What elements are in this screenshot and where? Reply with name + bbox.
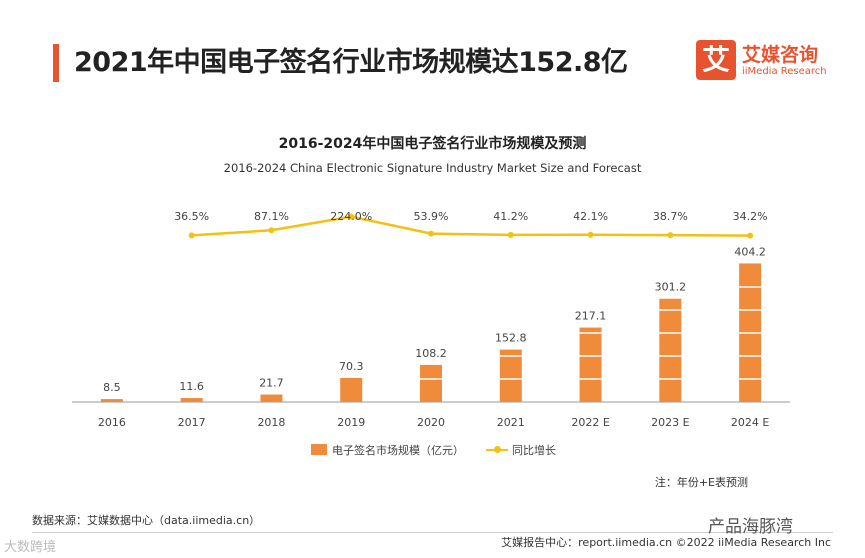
- growth-label: 38.7%: [653, 210, 688, 223]
- forecast-note: 注：年份+E表预测: [654, 476, 748, 489]
- chart-title: 2016-2024年中国电子签名行业市场规模及预测: [278, 136, 587, 152]
- brand-name-en: iiMedia Research: [742, 66, 827, 77]
- growth-label: 42.1%: [573, 210, 608, 223]
- growth-point: [188, 232, 195, 239]
- growth-point: [428, 230, 434, 237]
- brand-name-cn: 艾媒咨询: [742, 44, 819, 66]
- x-tick-label: 2019: [337, 416, 365, 429]
- growth-point: [667, 232, 674, 239]
- bar-value-label: 217.1: [575, 310, 607, 323]
- growth-point: [587, 231, 594, 238]
- watermark-right: 产品海豚湾: [708, 517, 793, 537]
- bar-value-label: 152.8: [495, 332, 527, 345]
- x-tick-label: 2016: [98, 416, 126, 429]
- bar-value-label: 404.2: [734, 245, 766, 258]
- growth-label: 41.2%: [493, 210, 528, 223]
- bar-value-label: 21.7: [259, 377, 284, 390]
- growth-label: 53.9%: [414, 210, 449, 223]
- bar-2019: [340, 377, 363, 402]
- bar-2022-E: [579, 327, 602, 402]
- growth-point: [268, 227, 275, 234]
- growth-label: 36.5%: [174, 210, 209, 223]
- title-accent-bar: [53, 44, 59, 82]
- bar-2017: [180, 398, 203, 402]
- bar-2021: [499, 349, 522, 402]
- page-title: 2021年中国电子签名行业市场规模达152.8亿: [74, 47, 628, 78]
- growth-point: [507, 231, 514, 238]
- bar-2020: [420, 364, 442, 402]
- bar-2023-E: [659, 298, 682, 402]
- x-tick-label: 2018: [257, 416, 285, 429]
- legend-line-label: 同比增长: [512, 444, 556, 457]
- growth-label: 224.0%: [330, 210, 372, 223]
- chart-legend: 电子签名市场规模（亿元） 同比增长: [0, 441, 865, 459]
- legend-line-dot: [494, 446, 501, 453]
- bar-value-label: 11.6: [179, 380, 204, 393]
- bar-value-label: 301.2: [655, 281, 687, 294]
- brand-mark: 艾: [696, 40, 736, 80]
- data-source: 数据来源：艾媒数据中心（data.iimedia.cn）: [32, 514, 261, 527]
- bar-2018: [260, 394, 283, 402]
- growth-label: 87.1%: [254, 210, 289, 223]
- bar-2016: [100, 399, 123, 402]
- growth-label: 34.2%: [733, 210, 768, 223]
- bar-value-label: 70.3: [339, 360, 364, 373]
- bar-value-label: 108.2: [415, 347, 447, 360]
- legend-bar-label: 电子签名市场规模（亿元）: [332, 444, 464, 457]
- x-tick-label: 2017: [178, 416, 206, 429]
- footer-divider: [32, 532, 833, 533]
- brand-logo: 艾 艾媒咨询 iiMedia Research: [696, 40, 836, 84]
- chart-subtitle: 2016-2024 China Electronic Signature Ind…: [223, 161, 642, 175]
- growth-point: [348, 213, 355, 220]
- legend-bar-swatch: [311, 444, 327, 455]
- footer-text: 艾媒报告中心：report.iimedia.cn ©2022 iiMedia R…: [501, 536, 831, 549]
- x-tick-label: 2020: [417, 416, 445, 429]
- x-tick-label: 2022 E: [571, 416, 609, 429]
- x-tick-label: 2023 E: [651, 416, 689, 429]
- market-size-chart: 8.5 2016 11.6 2017 21.7 2018 70.3 2019 108.2 2020…: [72, 210, 790, 429]
- bar-value-label: 8.5: [103, 381, 121, 394]
- growth-rate-line: [191, 215, 751, 237]
- growth-point: [747, 232, 754, 239]
- x-tick-label: 2024 E: [731, 416, 769, 429]
- x-tick-label: 2021: [497, 416, 525, 429]
- watermark-left: 大数跨境: [4, 540, 57, 555]
